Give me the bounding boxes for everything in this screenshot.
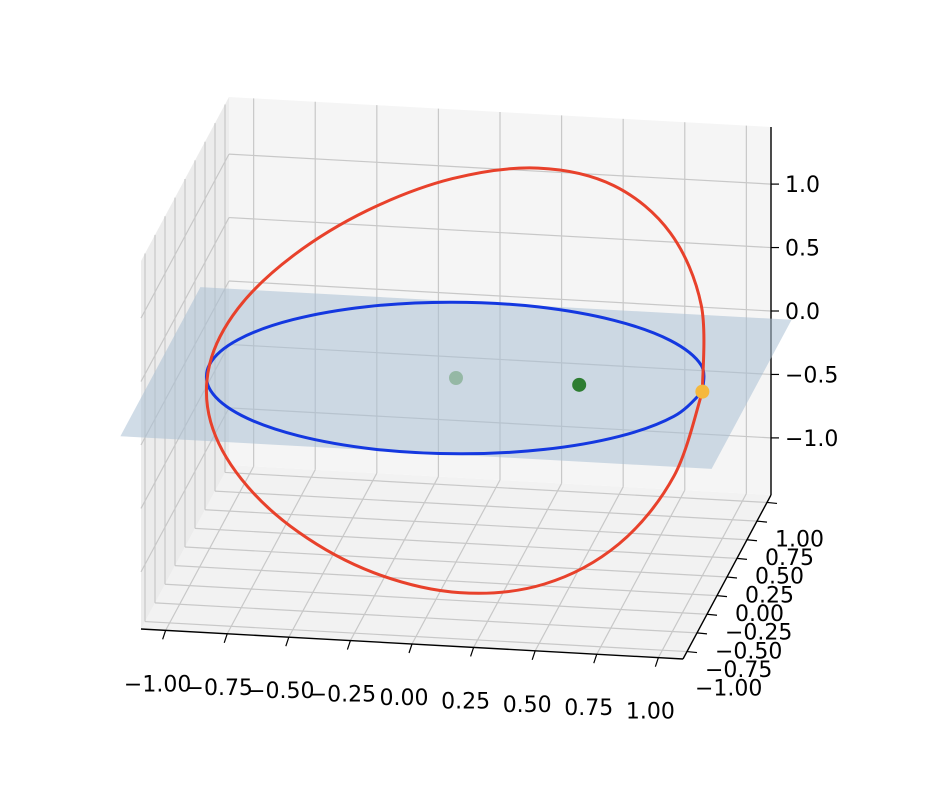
grid-line [228,280,772,312]
y-tick [746,539,758,542]
x-tick-label: −0.25 [309,683,376,708]
grid-line [154,602,698,634]
grid-line [144,620,688,653]
grid-line [204,509,748,541]
grid-line [194,527,738,559]
x-tick-label: 0.00 [380,686,429,711]
y-tick [766,501,778,505]
y-tick [756,520,768,523]
plane [120,287,792,469]
z-tick-label: 0.5 [785,237,820,262]
y-tick-label: −0.25 [725,621,792,646]
x-tick-label: 1.00 [626,700,675,725]
grid-line [224,471,768,504]
y-tick [706,613,718,616]
point [695,384,710,399]
x-tick [162,630,167,640]
y-tick [736,557,748,560]
y-tick-label: 0.50 [755,565,804,590]
x-tick [470,647,475,657]
point [572,377,587,392]
grid-line [228,216,772,249]
x-tick [408,643,413,654]
grid-line [174,565,718,597]
point [449,371,463,385]
curve [204,166,706,595]
y-tick-label: 0.75 [765,546,814,571]
z-tick-label: 1.0 [785,173,820,198]
z-tick-label: −1.0 [785,427,838,452]
y-tick-label: 0.25 [745,583,794,608]
x-tick [223,633,228,643]
grid-line [184,546,728,578]
y-tick-label: −0.50 [715,639,782,664]
x-tick [285,636,290,647]
x-tick [593,654,598,664]
y-tick [686,650,698,654]
y-tick-label: 0.00 [735,602,784,627]
x-tick-label: 0.25 [441,689,490,714]
grid-line [140,153,230,319]
y-tick [716,595,728,598]
x-tick-label: −0.75 [186,676,253,701]
x-tick-label: 0.75 [564,696,613,721]
x-tick-label: −0.50 [247,679,314,704]
y-tick [696,632,708,635]
x-tick [531,650,536,661]
y-tick-label: −1.00 [695,677,762,702]
y-tick-label: −0.75 [705,658,772,683]
y-tick-label: 1.00 [775,527,824,552]
x-tick [346,640,351,650]
y-tick [726,576,738,579]
grid-line [140,217,230,382]
x-tick-label: 0.50 [503,693,552,718]
z-tick-label: −0.5 [785,363,838,388]
x-tick [654,657,659,667]
x-tick-label: −1.00 [124,672,191,697]
grid-line [214,490,758,522]
grid-line [164,583,708,615]
